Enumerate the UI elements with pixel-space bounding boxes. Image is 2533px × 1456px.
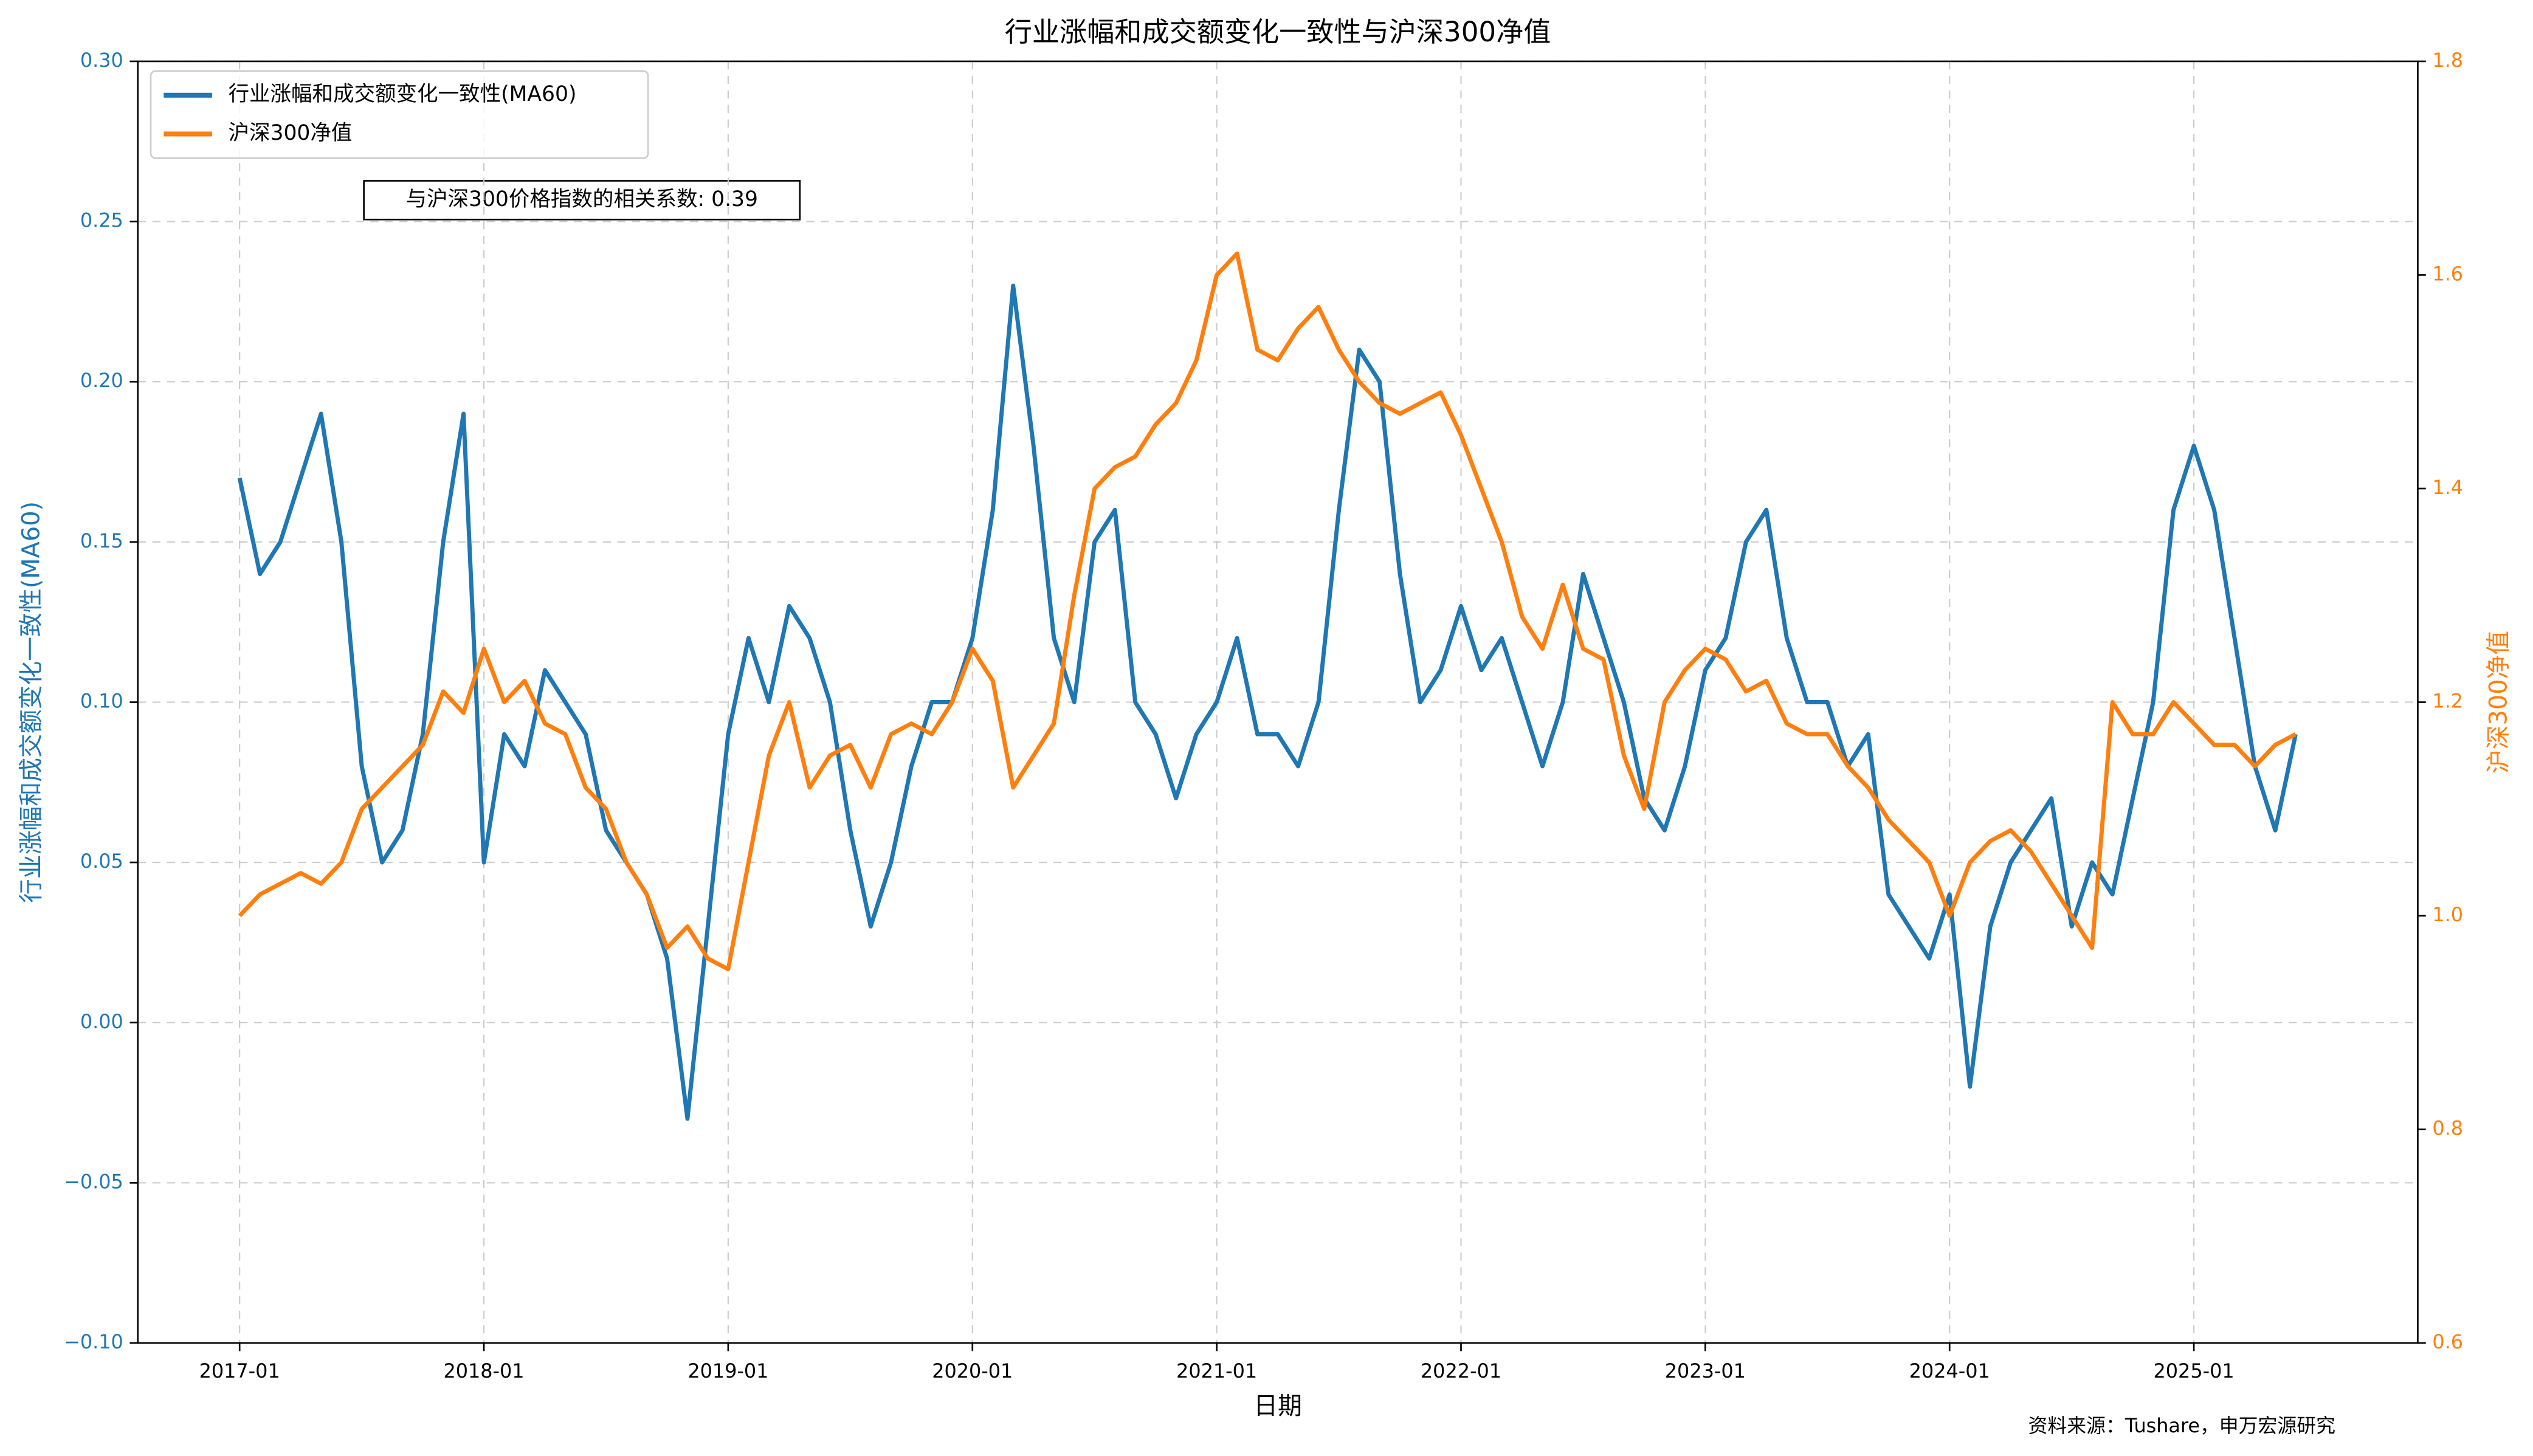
x-tick-label: 2022-01 [1421,1359,1501,1382]
y-tick-label: 0.00 [80,1010,123,1033]
x-axis-label: 日期 [1253,1392,1302,1420]
x-tick-label: 2024-01 [1909,1359,1990,1382]
legend-label: 沪深300净值 [228,121,352,145]
y2-tick-label: 0.8 [2432,1117,2463,1140]
x-tick-label: 2021-01 [1176,1359,1257,1382]
legend-label: 行业涨幅和成交额变化一致性(MA60) [228,82,576,106]
y2-axis-label: 沪深300净值 [2484,631,2512,774]
y-tick-label: 0.20 [80,369,123,392]
y-tick-label: −0.10 [64,1330,123,1353]
chart-title: 行业涨幅和成交额变化一致性与沪深300净值 [1005,16,1551,48]
y-tick-label: 0.25 [80,209,123,232]
x-tick-label: 2025-01 [2154,1359,2235,1382]
series-line [238,251,2297,972]
y-tick-label: 0.10 [80,689,123,712]
y2-tick-label: 1.2 [2432,689,2463,712]
y-tick-label: 0.30 [80,49,123,72]
annotation-box [363,180,801,221]
y-axis-label: 行业涨幅和成交额变化一致性(MA60) [18,501,46,903]
y-tick-label: −0.05 [64,1170,123,1193]
x-tick-label: 2020-01 [932,1359,1013,1382]
x-tick-label: 2017-01 [199,1359,280,1382]
y2-tick-label: 1.0 [2432,903,2463,926]
y2-tick-label: 0.6 [2432,1330,2463,1353]
x-tick-label: 2023-01 [1665,1359,1746,1382]
y2-tick-label: 1.4 [2432,476,2463,499]
series-line [237,283,2298,1121]
y2-tick-label: 1.8 [2432,49,2463,72]
y-tick-label: 0.05 [80,850,123,873]
y2-tick-label: 1.6 [2432,262,2463,285]
legend-box [150,70,649,159]
x-tick-label: 2018-01 [443,1359,524,1382]
plot-frame [137,60,2419,1344]
source-note: 资料来源：Tushare，申万宏源研究 [2028,1414,2335,1437]
x-tick-label: 2019-01 [688,1359,768,1382]
annotation: 与沪深300价格指数的相关系数: 0.39 [405,187,758,211]
y-tick-label: 0.15 [80,529,123,552]
